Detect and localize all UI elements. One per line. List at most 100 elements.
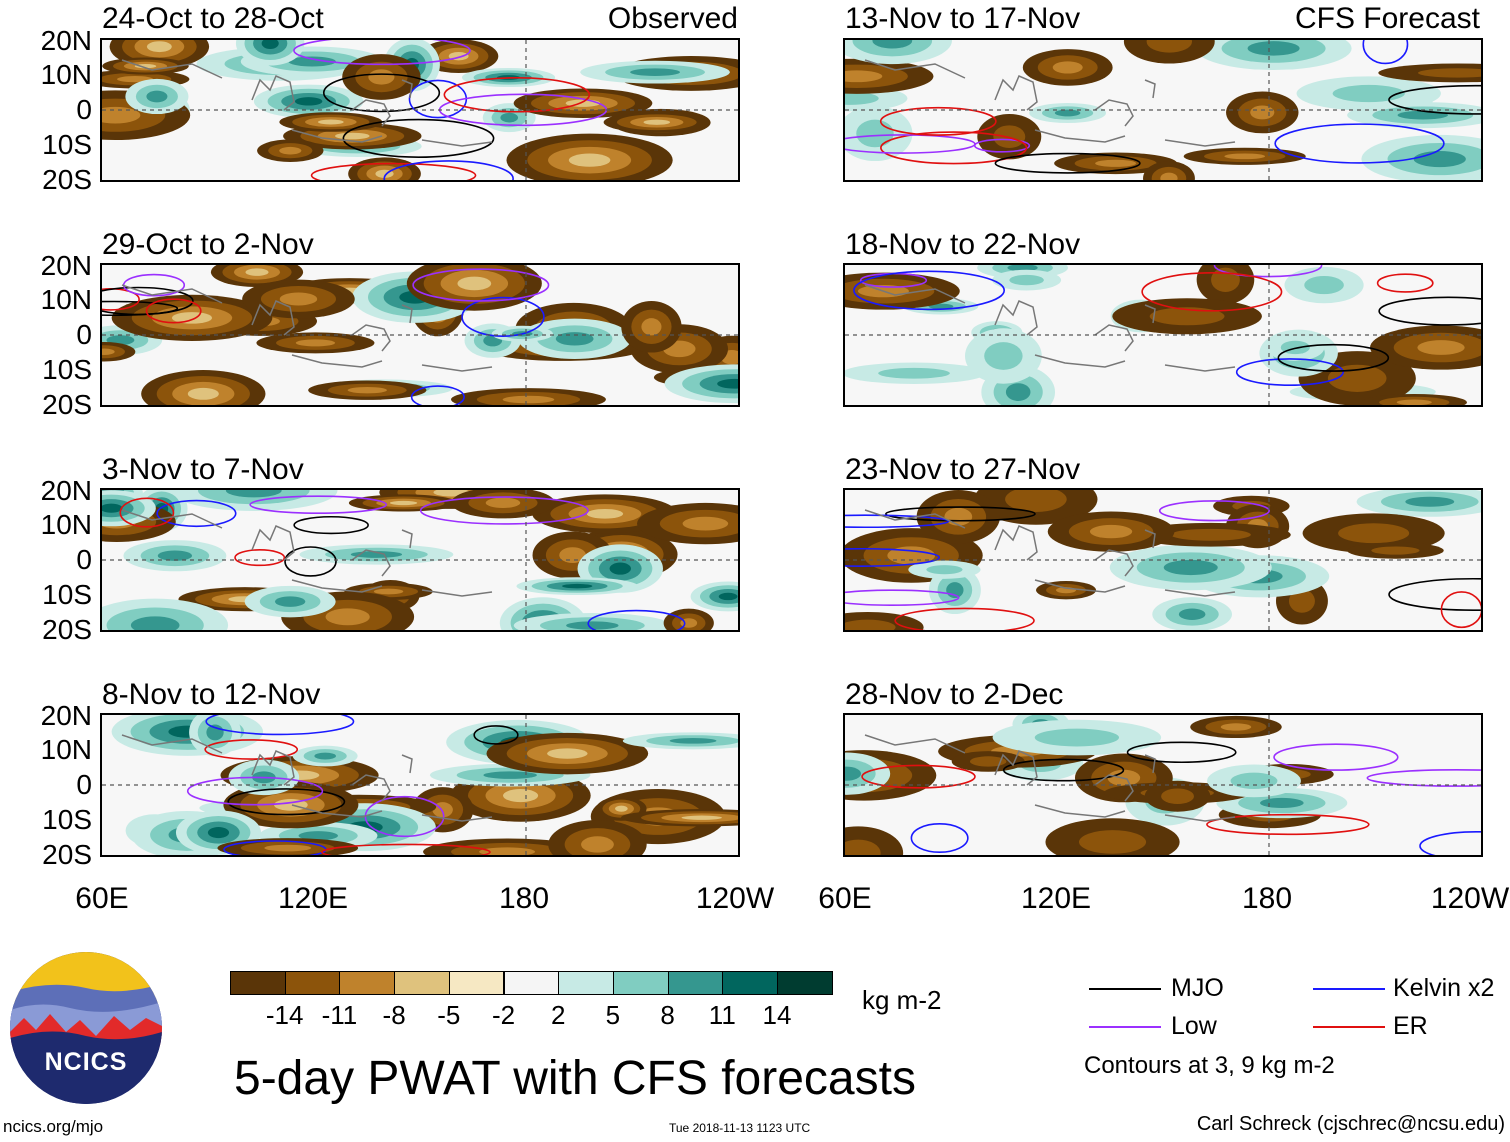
pwat-anomaly (483, 771, 537, 779)
site-link[interactable]: ncics.org/mjo (3, 1117, 104, 1136)
legend-line-mjo (1089, 988, 1161, 990)
wave-contour (845, 589, 960, 606)
credit: Carl Schreck (cjschrec@ncsu.edu) (1196, 1113, 1505, 1135)
pwat-anomaly (146, 41, 172, 53)
wave-contour (412, 268, 550, 302)
wave-contour (1362, 40, 1409, 65)
pwat-anomaly (325, 608, 370, 626)
pwat-anomaly (1146, 40, 1193, 53)
pwat-anomaly (1418, 68, 1481, 78)
lat-label: 10N (40, 734, 92, 765)
lat-label: 10S (42, 804, 92, 835)
pwat-anomaly (1230, 772, 1278, 790)
pwat-anomaly (146, 90, 168, 103)
pwat-anomaly (1149, 307, 1225, 326)
pwat-anomaly (586, 508, 624, 519)
legend-line-kelvin (1313, 988, 1385, 990)
map-panel-5 (843, 38, 1483, 182)
lat-label: 20S (42, 164, 92, 195)
pwat-anomaly (681, 815, 722, 820)
pwat-anomaly (1247, 41, 1300, 56)
map-canvas (845, 40, 1481, 180)
pwat-anomaly (225, 490, 282, 498)
wave-contour (284, 546, 337, 577)
pwat-anomaly (1005, 383, 1031, 401)
lat-label: 10S (42, 129, 92, 160)
lat-label: 10N (40, 284, 92, 315)
colorbar-swatch (777, 971, 833, 995)
wave-contour (1206, 813, 1370, 836)
map-panel-8 (843, 713, 1483, 857)
pwat-anomaly (1405, 496, 1455, 507)
pwat-anomaly (261, 40, 279, 49)
pwat-anomaly (102, 348, 115, 355)
pwat-anomaly (479, 847, 536, 855)
pwat-anomaly (1052, 61, 1083, 74)
pwat-anomaly (615, 805, 628, 812)
pwat-anomaly (102, 503, 123, 513)
pwat-anomaly (845, 619, 896, 630)
wave-contour (853, 270, 1006, 311)
observed-label: Observed (607, 2, 738, 35)
pwat-anomaly (295, 339, 336, 347)
pwat-anomaly (1170, 528, 1251, 541)
wave-contour (880, 131, 1028, 165)
pwat-anomaly (1371, 546, 1420, 555)
map-canvas (102, 715, 738, 855)
wave-contour (861, 764, 976, 789)
pwat-anomaly (1396, 399, 1432, 405)
colorbar-label: 14 (762, 1000, 792, 1030)
colorbar-label: 8 (660, 1000, 675, 1030)
wave-contour (894, 607, 1035, 630)
pwat-anomaly (1332, 84, 1405, 103)
panel-title-4: 8-Nov to 12-Nov (102, 678, 321, 711)
lat-label: 20N (40, 25, 92, 56)
pwat-anomaly (207, 827, 230, 839)
pwat-anomaly (944, 507, 973, 526)
lat-label: 20S (42, 614, 92, 645)
pwat-anomaly (878, 367, 950, 379)
colorbar-swatch (558, 971, 614, 995)
legend-label-kelvin: Kelvin x2 (1393, 974, 1495, 1002)
pwat-anomaly (1009, 274, 1044, 286)
lat-label: 10S (42, 354, 92, 385)
pwat-anomaly (1417, 340, 1465, 355)
wave-contour (383, 160, 514, 180)
colorbar-swatch (394, 971, 450, 995)
pwat-anomaly (845, 70, 883, 83)
pwat-anomaly (1054, 109, 1081, 117)
wave-contour (1235, 358, 1344, 387)
colorbar-swatch (448, 971, 505, 995)
colorbar-swatch (722, 971, 778, 995)
colorbar-swatch (667, 971, 724, 995)
wave-contour (845, 547, 940, 567)
panel-title-6: 18-Nov to 22-Nov (845, 228, 1081, 261)
pwat-anomaly (314, 752, 337, 760)
pwat-anomaly (1178, 608, 1206, 620)
pwat-anomaly (845, 839, 881, 855)
timestamp: Tue 2018-11-13 1123 UTC (669, 1121, 811, 1135)
wave-contour (1366, 769, 1481, 787)
pwat-anomaly (1260, 797, 1304, 809)
wave-contour (1158, 500, 1270, 522)
lat-label: 0 (76, 319, 92, 350)
pwat-anomaly (279, 146, 302, 155)
map-panel-4 (100, 713, 740, 857)
panel-title-7: 23-Nov to 27-Nov (845, 453, 1081, 486)
contours-note: Contours at 3, 9 kg m-2 (1084, 1052, 1335, 1079)
wave-contour (204, 739, 299, 760)
panel-title-8: 28-Nov to 2-Dec (845, 678, 1064, 711)
pwat-anomaly (1413, 151, 1466, 168)
colorbar-label: -2 (491, 1000, 516, 1030)
wave-contour (1126, 741, 1237, 764)
pwat-anomaly (926, 565, 963, 575)
pwat-anomaly (389, 500, 418, 506)
wave-contour (410, 385, 465, 405)
coastline (864, 59, 1236, 147)
map-panel-7 (843, 488, 1483, 632)
pwat-anomaly (928, 303, 954, 310)
wave-contour (885, 506, 1036, 522)
wave-contour (249, 495, 388, 514)
wave-contour (119, 497, 175, 528)
lon-label: 180 (1241, 882, 1293, 915)
